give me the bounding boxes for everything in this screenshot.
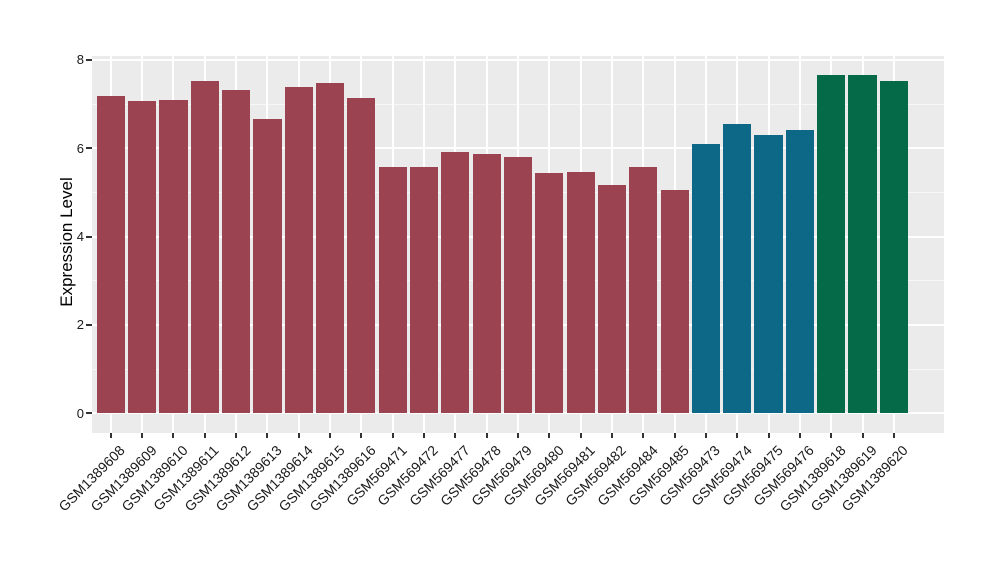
x-tick-mark-GSM569485	[673, 433, 676, 438]
x-tick-mark-GSM1389612	[235, 433, 238, 438]
y-tick-mark-4	[86, 235, 92, 238]
bar-GSM569480	[535, 173, 564, 414]
y-tick-label-8: 8	[76, 52, 84, 68]
y-tick-label-0: 0	[76, 405, 84, 421]
x-tick-mark-GSM1389618	[830, 433, 833, 438]
x-tick-mark-GSM569484	[642, 433, 645, 438]
x-tick-mark-GSM569475	[767, 433, 770, 438]
y-tick-mark-2	[86, 323, 92, 326]
x-tick-mark-GSM569473	[704, 433, 707, 438]
bar-GSM1389608	[96, 96, 125, 414]
bar-GSM569473	[691, 144, 721, 414]
x-tick-mark-GSM1389610	[172, 433, 175, 438]
x-tick-mark-GSM569478	[485, 433, 488, 438]
y-tick-mark-6	[86, 147, 92, 150]
bar-GSM569478	[472, 153, 501, 414]
bar-GSM569482	[597, 184, 627, 414]
bar-GSM1389614	[284, 86, 313, 414]
bar-GSM569479	[503, 157, 533, 414]
y-tick-mark-0	[86, 412, 92, 415]
bar-GSM569472	[409, 166, 439, 414]
bar-GSM569477	[441, 151, 470, 414]
x-tick-mark-GSM569472	[423, 433, 426, 438]
bar-GSM569485	[660, 189, 689, 414]
bar-GSM1389618	[817, 75, 846, 414]
x-tick-mark-GSM1389616	[360, 433, 363, 438]
bar-GSM1389611	[190, 81, 219, 414]
x-tick-mark-GSM569480	[548, 433, 551, 438]
x-tick-mark-GSM569471	[391, 433, 394, 438]
x-tick-mark-GSM1389608	[109, 433, 112, 438]
bar-GSM569475	[754, 135, 783, 414]
x-tick-mark-GSM1389609	[141, 433, 144, 438]
bar-GSM1389616	[347, 98, 376, 414]
x-tick-mark-GSM1389620	[892, 433, 895, 438]
bar-GSM569484	[629, 166, 658, 414]
x-tick-mark-GSM1389611	[203, 433, 206, 438]
bar-GSM1389620	[879, 81, 908, 414]
bar-GSM1389613	[253, 118, 282, 414]
bar-GSM569474	[723, 124, 752, 414]
x-tick-mark-GSM1389615	[329, 433, 332, 438]
x-tick-mark-GSM569474	[736, 433, 739, 438]
x-tick-mark-GSM1389619	[861, 433, 864, 438]
x-tick-mark-GSM569477	[454, 433, 457, 438]
y-axis-title: Expression Level	[57, 177, 76, 307]
x-tick-mark-GSM569482	[610, 433, 613, 438]
bar-GSM1389615	[315, 82, 345, 414]
x-tick-mark-GSM569479	[517, 433, 519, 438]
bar-GSM1389609	[128, 100, 157, 414]
y-tick-label-2: 2	[76, 317, 84, 333]
bar-GSM1389619	[848, 74, 877, 414]
bar-GSM569476	[785, 130, 814, 414]
bar-GSM569471	[378, 166, 407, 414]
y-tick-mark-8	[86, 58, 92, 61]
bar-GSM1389610	[159, 99, 188, 414]
bar-GSM1389612	[221, 90, 251, 414]
x-tick-mark-GSM569481	[579, 433, 582, 438]
x-tick-mark-GSM1389614	[297, 433, 300, 438]
x-tick-mark-GSM1389613	[266, 433, 269, 438]
bar-GSM569481	[566, 171, 595, 414]
x-tick-mark-GSM569476	[798, 433, 801, 438]
y-tick-label-4: 4	[76, 229, 84, 245]
y-tick-label-6: 6	[76, 140, 84, 156]
